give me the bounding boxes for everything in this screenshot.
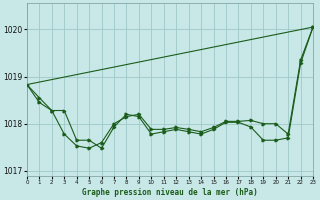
X-axis label: Graphe pression niveau de la mer (hPa): Graphe pression niveau de la mer (hPa) (82, 188, 258, 197)
